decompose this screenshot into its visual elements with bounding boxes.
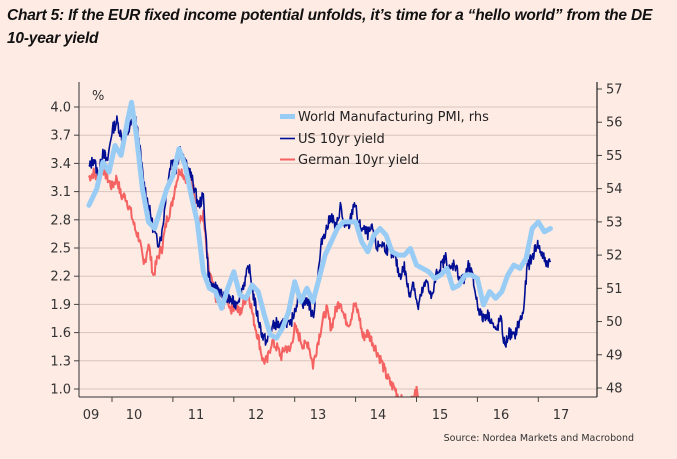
right-tick-label: 57 — [606, 83, 623, 98]
x-tick-label: 17 — [553, 408, 570, 423]
series-lines — [86, 99, 553, 397]
x-tick-label: 14 — [370, 408, 387, 423]
series-line-german-10yr — [87, 165, 417, 397]
x-tick-label: 16 — [493, 408, 510, 423]
x-tick-label: 12 — [248, 408, 265, 423]
series-line-german-10yr-spike — [415, 386, 419, 397]
right-tick-label: 48 — [606, 381, 623, 396]
x-tick-label: 10 — [126, 408, 143, 423]
left-tick-label: 2.5 — [50, 242, 71, 257]
series-line-us-10yr — [88, 115, 552, 348]
legend: World Manufacturing PMI, rhs US 10yr yiel… — [280, 110, 489, 168]
legend-label: US 10yr yield — [298, 132, 385, 147]
source-note: Source: Nordea Markets and Macrobond — [444, 433, 634, 444]
left-tick-label: 1.6 — [50, 326, 71, 341]
left-tick-label: 4.0 — [50, 101, 71, 116]
left-axis-unit: % — [92, 89, 104, 104]
left-tick-label: 1.9 — [50, 298, 71, 313]
x-tick-label: 09 — [83, 408, 100, 423]
gridlines — [79, 106, 597, 390]
x-tick-label: 11 — [188, 408, 205, 423]
series-line-world-pmi — [86, 99, 553, 341]
left-tick-label: 2.8 — [50, 213, 71, 228]
legend-label: German 10yr yield — [298, 153, 419, 168]
right-tick-label: 55 — [606, 149, 623, 164]
left-tick-label: 1.3 — [50, 354, 71, 369]
legend-label: World Manufacturing PMI, rhs — [298, 110, 489, 125]
left-tick-label: 3.7 — [50, 129, 71, 144]
x-tick-label: 13 — [310, 408, 327, 423]
right-tick-label: 56 — [606, 116, 623, 131]
left-tick-label: 2.2 — [50, 270, 71, 285]
right-tick-label: 50 — [606, 315, 623, 330]
x-tick-label: 15 — [432, 408, 449, 423]
right-tick-label: 52 — [606, 249, 623, 264]
right-tick-label: 49 — [606, 348, 623, 363]
chart-title: Chart 5: If the EUR fixed income potenti… — [7, 7, 653, 47]
axes: 1.0 1.3 1.6 1.9 2.2 2.5 2.8 3.1 3.4 3.7 4.0% 48 49 50… — [50, 82, 623, 423]
left-tick-label: 3.1 — [50, 185, 71, 200]
left-tick-label: 1.0 — [50, 383, 71, 398]
left-tick-label: 3.4 — [50, 157, 71, 172]
right-tick-label: 53 — [606, 215, 623, 230]
right-tick-label: 54 — [606, 182, 623, 197]
right-tick-label: 51 — [606, 282, 623, 297]
